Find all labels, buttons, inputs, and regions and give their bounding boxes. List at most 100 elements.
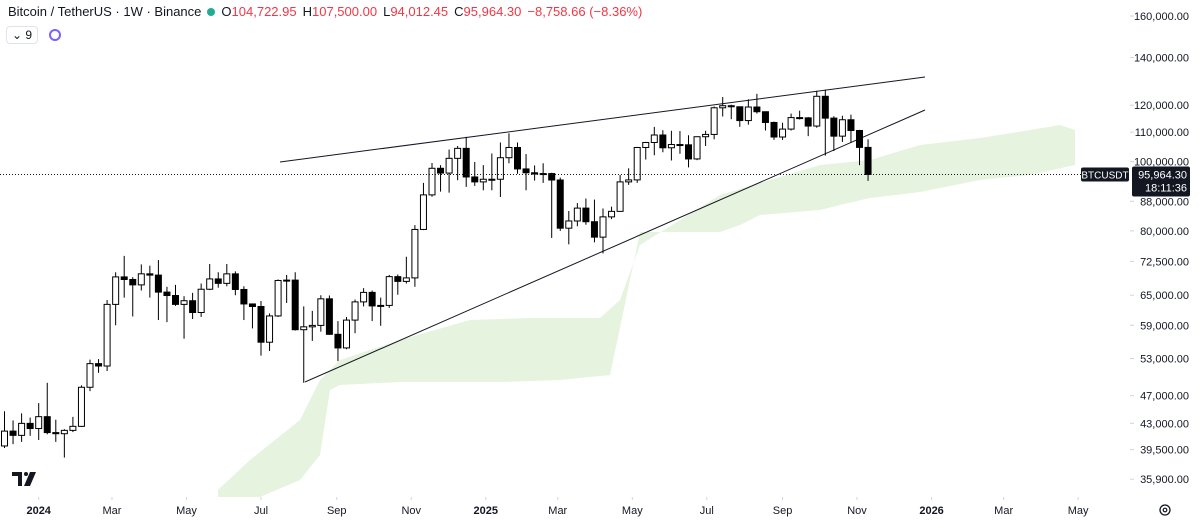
- tv-logo: [12, 472, 36, 486]
- candle-body: [69, 425, 77, 431]
- ohlc-item: O104,722.95: [221, 4, 296, 19]
- candle-body: [787, 117, 795, 130]
- candle-body: [573, 207, 581, 222]
- settings-icon[interactable]: [1159, 504, 1171, 516]
- candle-body: [283, 279, 291, 282]
- status-dot: [207, 7, 216, 16]
- candle-body: [189, 300, 197, 313]
- candle-body: [779, 128, 787, 138]
- candle-body: [608, 210, 616, 218]
- candle-body: [693, 136, 701, 160]
- candle-body: [856, 129, 863, 148]
- candle-body: [26, 422, 34, 430]
- trendline-lower: [304, 109, 926, 383]
- x-tick-label: Jul: [254, 505, 268, 517]
- symbol[interactable]: Bitcoin / TetherUS · 1W · Binance: [8, 4, 202, 19]
- y-tick-label: 53,000.00: [1140, 353, 1189, 365]
- candle-body: [496, 157, 504, 180]
- candle-body: [360, 291, 368, 303]
- candle-body: [43, 416, 51, 434]
- candle-body: [368, 291, 376, 307]
- candle-body: [180, 300, 188, 305]
- candle-body: [625, 179, 633, 183]
- ohlc-value: 95,964.30: [463, 4, 522, 19]
- y-tick-label: 120,000.00: [1134, 100, 1189, 112]
- candle-body: [659, 134, 667, 149]
- candle-body: [129, 278, 137, 286]
- indicators-toggle[interactable]: ⌄ 9: [6, 26, 39, 44]
- x-tick-label: Mar: [102, 505, 121, 517]
- candle-body: [120, 276, 128, 280]
- axes: 160,000.00 140,000.00 120,000.00 110,000.00…: [0, 11, 1190, 517]
- candle-body: [616, 181, 624, 212]
- y-tick-label: 35,900.00: [1140, 474, 1189, 486]
- indicators-count: 9: [25, 28, 33, 42]
- candle-body: [565, 220, 573, 229]
- candle-body: [736, 106, 744, 122]
- candle-body: [642, 141, 650, 148]
- candle-body: [291, 279, 299, 331]
- price-label: 95,964.30: [1138, 169, 1187, 181]
- x-tick-label: Sep: [773, 505, 793, 517]
- candle-body: [394, 276, 402, 282]
- candle-body: [308, 324, 316, 328]
- candle-body: [702, 133, 710, 138]
- x-tick-label: Mar: [994, 505, 1013, 517]
- candle-body: [753, 106, 761, 113]
- countdown: 18:11:36: [1145, 182, 1187, 194]
- candle-body: [52, 432, 60, 435]
- candle-body: [804, 117, 812, 127]
- candle-body: [1, 430, 8, 447]
- candle-body: [146, 273, 154, 276]
- candle-body: [18, 422, 26, 436]
- candle-body: [77, 386, 85, 427]
- ohlc-value: 94,012.45: [390, 4, 449, 19]
- candle-body: [838, 119, 846, 137]
- y-tick-label: 72,500.00: [1140, 256, 1189, 268]
- y-tick-label: 88,000.00: [1140, 196, 1189, 208]
- candle-body: [650, 134, 658, 143]
- candle-body: [479, 178, 487, 183]
- candle-body: [411, 228, 419, 279]
- ichimoku-cloud: [218, 125, 1075, 497]
- candle-body: [154, 274, 162, 293]
- candle-body: [9, 430, 17, 436]
- ohlc-item: C95,964.30: [454, 4, 521, 19]
- candle-body: [351, 301, 359, 321]
- x-tick-label: Jul: [700, 505, 714, 517]
- y-tick-label: 47,000.00: [1140, 391, 1189, 403]
- candle-body: [505, 146, 513, 159]
- candle-body: [248, 303, 256, 308]
- candle-body: [112, 276, 120, 305]
- candle-body: [770, 121, 778, 138]
- candle-body: [334, 333, 342, 349]
- candle-body: [103, 303, 111, 367]
- candle-body: [454, 147, 462, 159]
- candle-body: [428, 167, 436, 196]
- ohlc-key: L: [383, 4, 391, 19]
- y-tick-label: 59,000.00: [1140, 320, 1189, 332]
- candle-body: [86, 363, 94, 388]
- candle-body: [385, 276, 393, 306]
- candle-body: [514, 146, 521, 170]
- ohlc-key: C: [454, 4, 464, 19]
- candle-body: [813, 95, 821, 127]
- x-tick-label: May: [176, 505, 197, 517]
- candle-body: [556, 179, 564, 229]
- x-tick-label: 2024: [26, 505, 51, 517]
- candle-body: [685, 144, 692, 160]
- y-tick-label: 140,000.00: [1134, 52, 1189, 64]
- symbol-label: BTCUSDT: [1081, 170, 1128, 181]
- x-tick-label: May: [1068, 505, 1089, 517]
- candle-body: [710, 107, 718, 135]
- ohlc-item: L94,012.45: [383, 4, 448, 19]
- candle-body: [206, 278, 214, 290]
- candle-body: [727, 105, 735, 108]
- candle-body: [599, 216, 607, 238]
- candle-body: [471, 176, 479, 183]
- candle-body: [300, 326, 308, 331]
- indicator-bar: ⌄ 9: [6, 26, 62, 44]
- refresh-icon[interactable]: [48, 28, 62, 42]
- candle-body: [864, 146, 872, 175]
